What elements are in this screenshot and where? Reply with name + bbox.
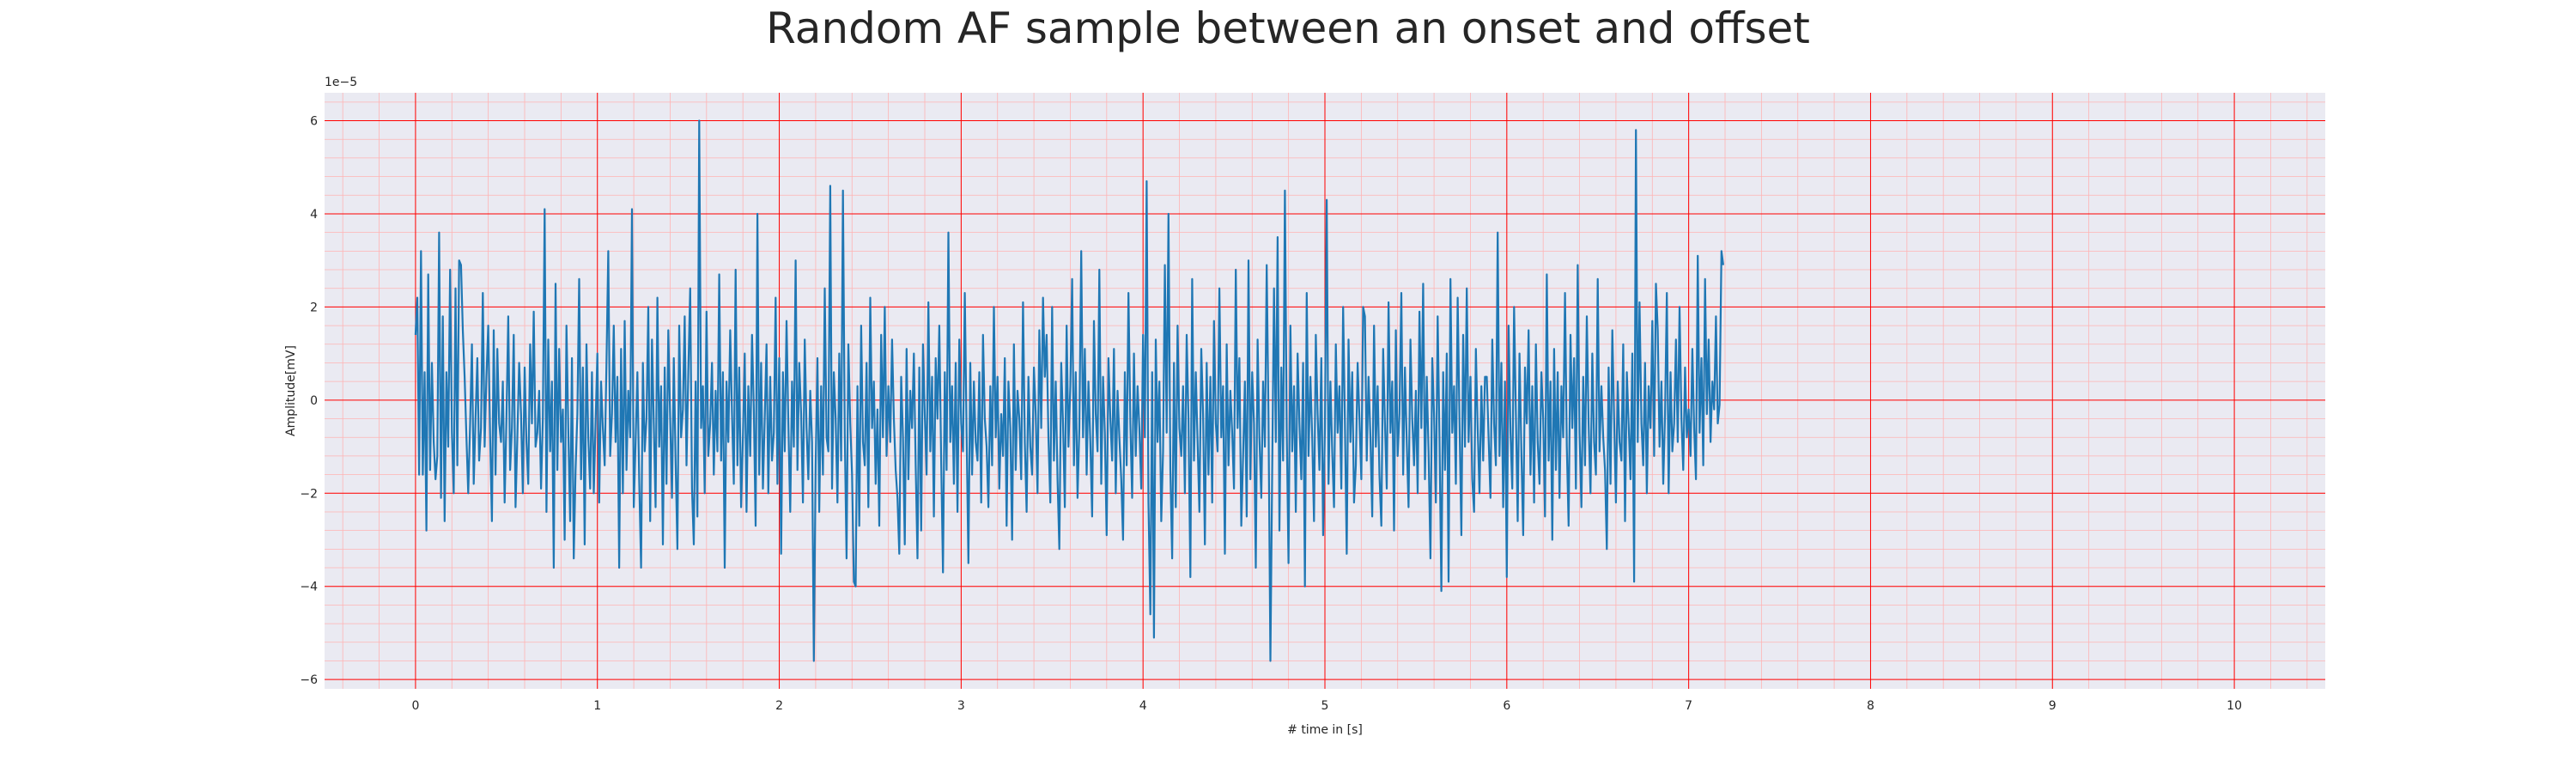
- x-tick-label: 4: [1139, 699, 1147, 713]
- y-tick-label: −2: [300, 487, 318, 501]
- series-layer: [414, 119, 1724, 662]
- x-axis-ticks: 0 1 2 3 4 5 6 7 8 9 10: [411, 699, 2242, 713]
- y-axis-ticks: −6 −4 −2 0 2 4 6: [300, 115, 318, 688]
- y-tick-label: 6: [310, 115, 318, 129]
- x-tick-label: 5: [1321, 699, 1329, 713]
- series-line: [414, 119, 1724, 662]
- y-tick-label: 4: [310, 208, 318, 222]
- y-axis-offset-label: 1e−5: [325, 76, 357, 89]
- y-tick-label: 0: [310, 394, 318, 408]
- y-axis-label: Amplitude[mV]: [284, 345, 298, 436]
- y-tick-label: 2: [310, 301, 318, 314]
- x-tick-label: 9: [2049, 699, 2057, 713]
- x-tick-label: 7: [1685, 699, 1692, 713]
- x-tick-label: 8: [1867, 699, 1874, 713]
- x-tick-label: 3: [957, 699, 965, 713]
- x-tick-label: 1: [593, 699, 601, 713]
- chart-title: Random AF sample between an onset and of…: [766, 3, 1810, 53]
- x-tick-label: 10: [2227, 699, 2242, 713]
- x-tick-label: 2: [775, 699, 783, 713]
- x-tick-label: 6: [1503, 699, 1510, 713]
- x-tick-label: 0: [411, 699, 419, 713]
- y-tick-label: −4: [300, 581, 318, 594]
- x-axis-label: # time in [s]: [1287, 723, 1363, 737]
- y-tick-label: −6: [300, 673, 318, 687]
